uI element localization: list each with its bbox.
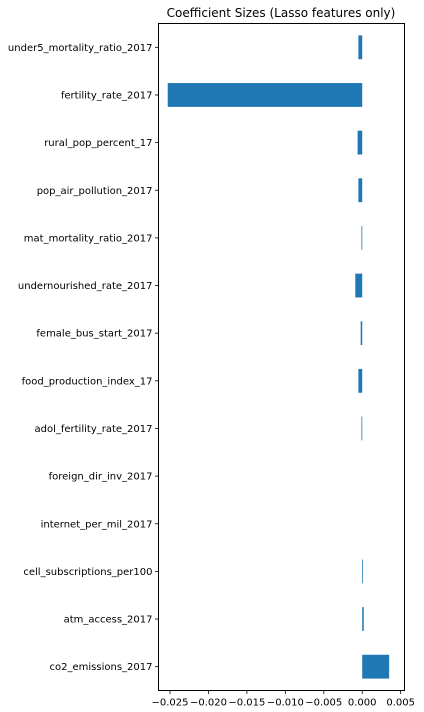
bar-female_bus_start_2017 (360, 321, 363, 346)
y-tick-label: under5_mortality_ratio_2017 (8, 43, 153, 54)
bar-adol_fertility_rate_2017 (361, 416, 363, 441)
y-tick-label: food_production_index_17 (22, 376, 153, 387)
bar-under5_mortality_ratio_2017 (358, 35, 363, 60)
x-tick-label: 0.000 (348, 698, 377, 709)
bar-group (167, 35, 390, 679)
x-tick-label: −0.010 (267, 698, 304, 709)
y-tick-label: adol_fertility_rate_2017 (34, 424, 152, 435)
chart-title: Coefficient Sizes (Lasso features only) (167, 6, 396, 20)
bar-mat_mortality_ratio_2017 (361, 225, 363, 250)
y-tick-label: co2_emissions_2017 (50, 662, 153, 673)
x-tick-label: −0.025 (152, 698, 189, 709)
bar-rural_pop_percent_17 (357, 130, 363, 155)
x-tick-label: 0.005 (386, 698, 415, 709)
bar-co2_emissions_2017 (362, 654, 390, 679)
y-tick-label: cell_subscriptions_per100 (23, 567, 152, 578)
plot-frame (158, 23, 405, 691)
y-tick-label: pop_air_pollution_2017 (37, 186, 153, 197)
bar-fertility_rate_2017 (167, 83, 363, 107)
y-tick-label: fertility_rate_2017 (61, 90, 153, 101)
y-tick-label: foreign_dir_inv_2017 (49, 472, 153, 483)
bar-food_production_index_17 (358, 368, 363, 393)
x-tick-label: −0.020 (190, 698, 227, 709)
y-tick-label: undernourished_rate_2017 (18, 281, 153, 292)
y-tick-label: female_bus_start_2017 (36, 329, 152, 340)
bar-undernourished_rate_2017 (355, 273, 363, 298)
category-label-group: under5_mortality_ratio_2017 fertility_rat… (8, 43, 159, 673)
x-tick-group: −0.025 −0.020 −0.015 −0.010 −0.005 0.000 0.005 (152, 690, 415, 709)
bar-cell_subscriptions_per100 (362, 559, 363, 584)
y-tick-label: internet_per_mil_2017 (41, 519, 153, 530)
bar-pop_air_pollution_2017 (358, 178, 363, 203)
y-tick-label: mat_mortality_ratio_2017 (24, 233, 153, 244)
y-tick-label: rural_pop_percent_17 (44, 138, 152, 149)
x-tick-label: −0.015 (228, 698, 265, 709)
y-tick-label: atm_access_2017 (64, 615, 153, 626)
bar-atm_access_2017 (362, 607, 364, 631)
x-tick-label: −0.005 (305, 698, 342, 709)
